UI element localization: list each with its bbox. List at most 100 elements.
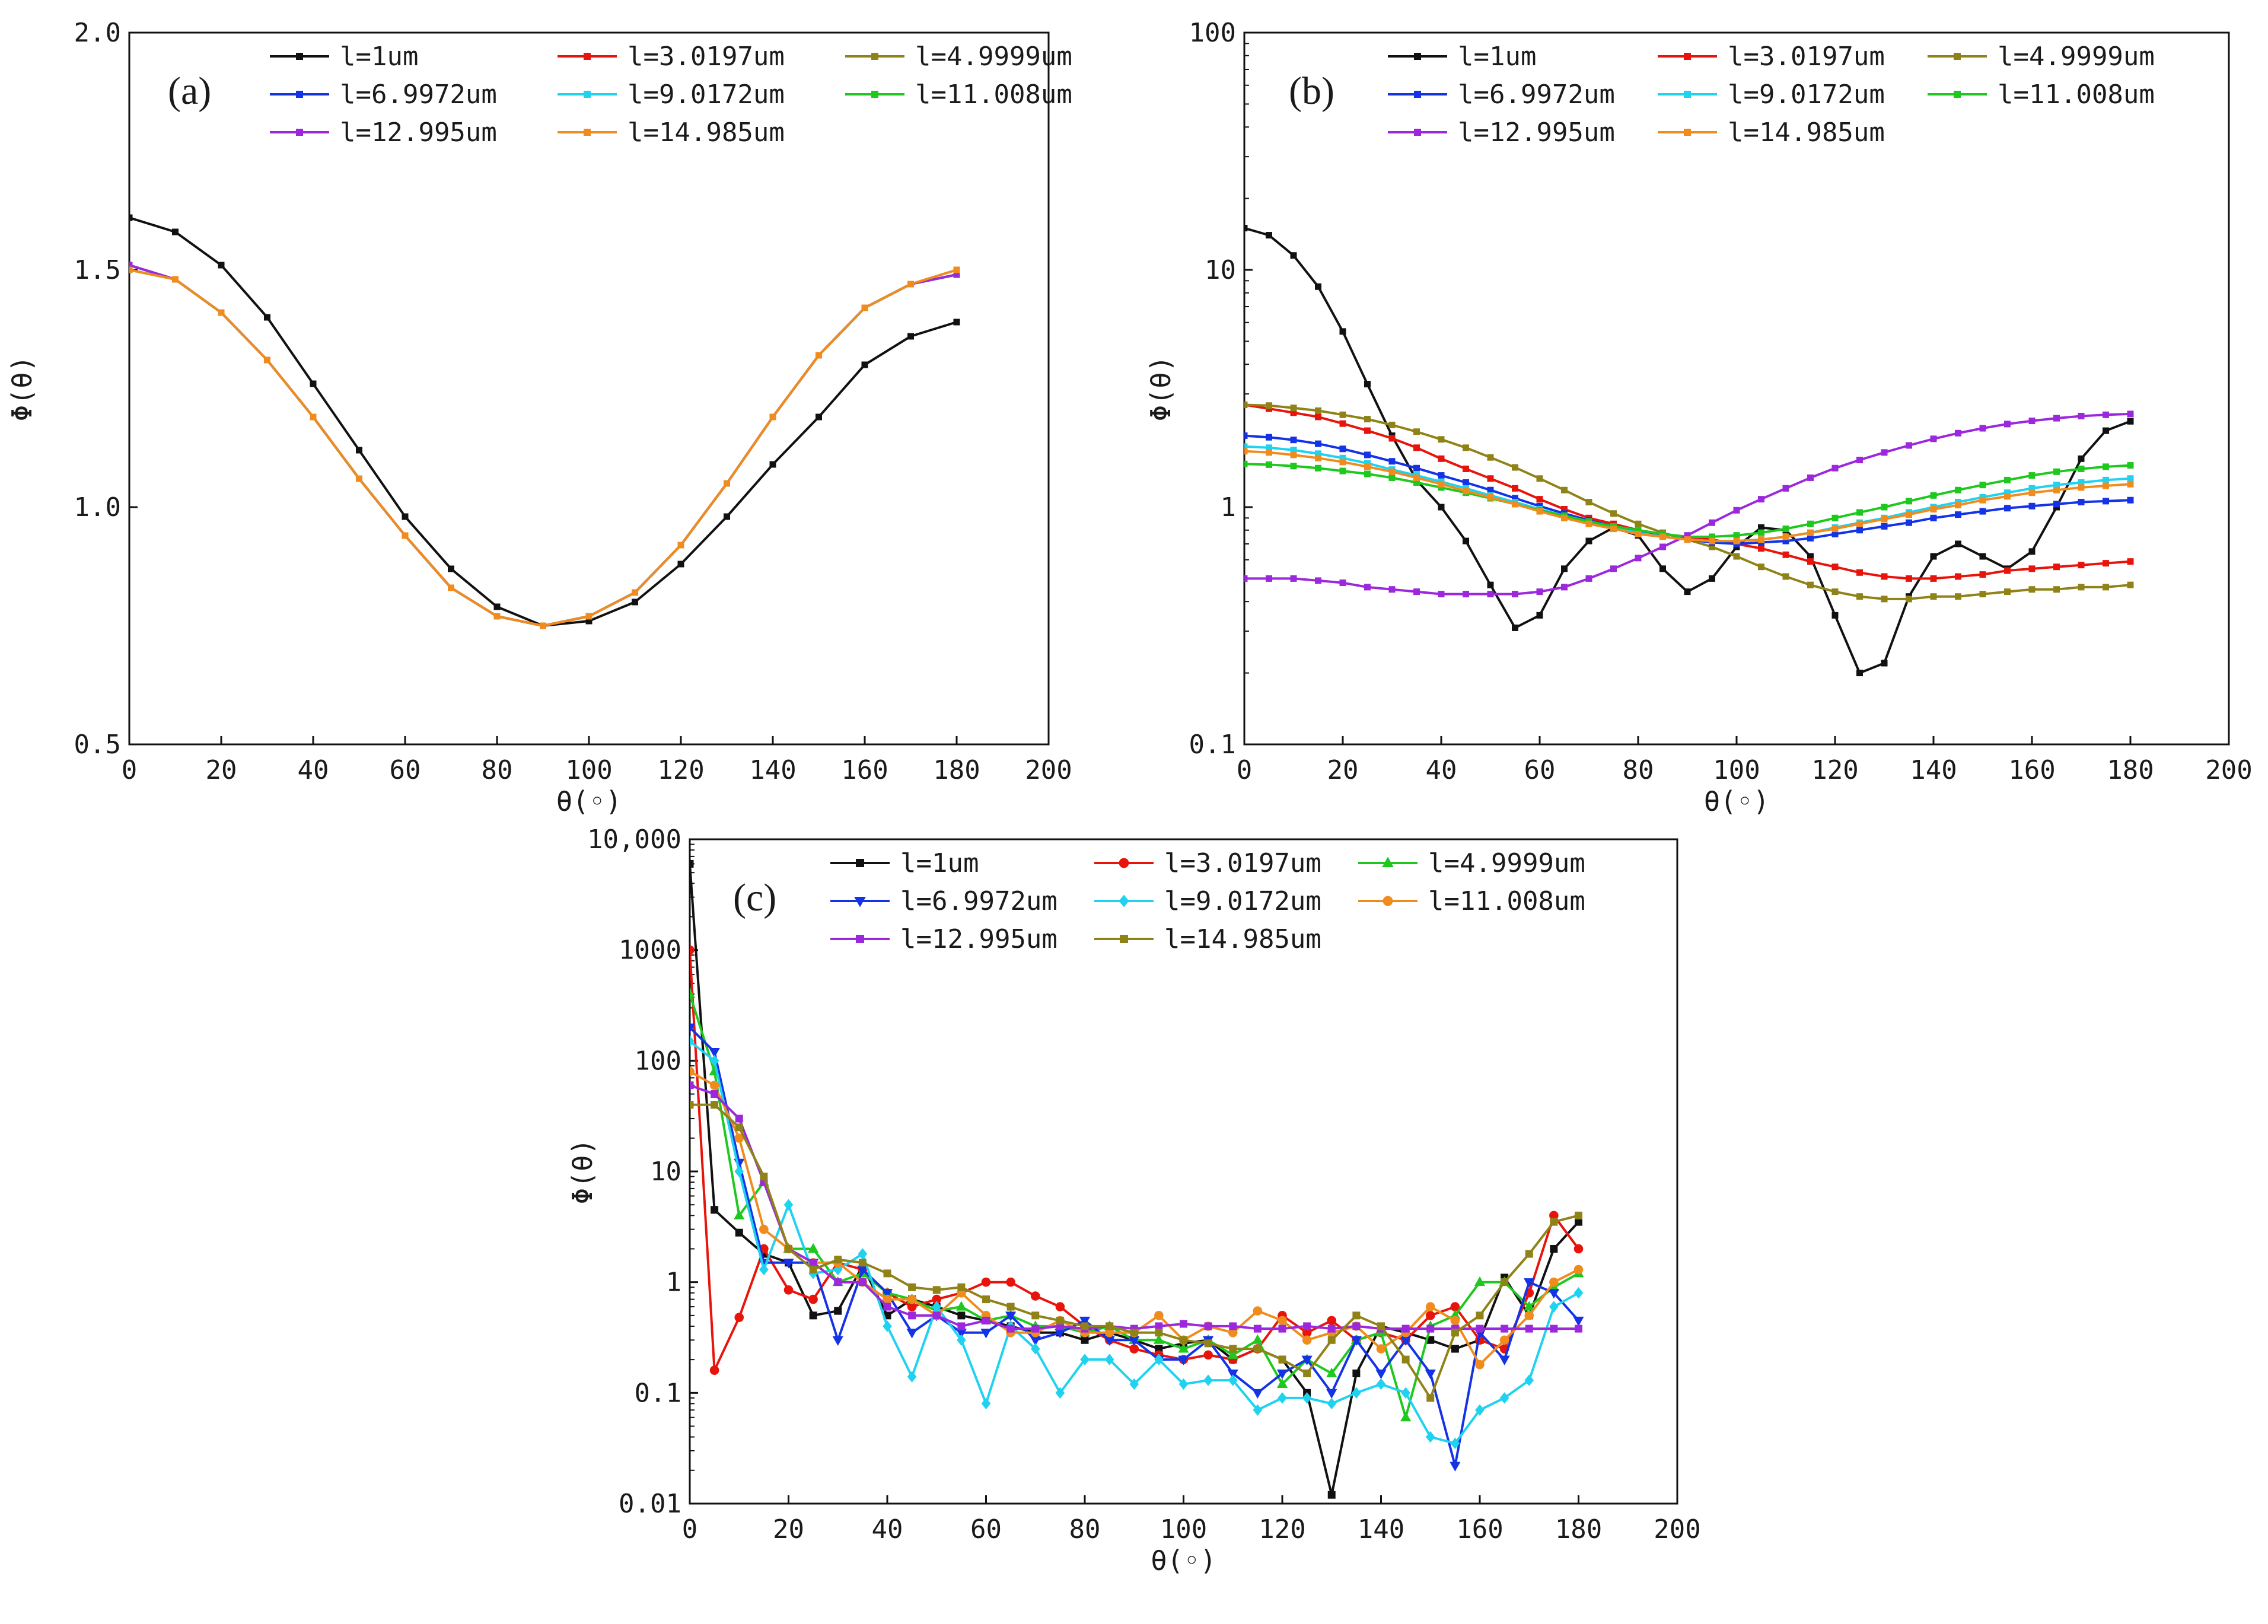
- data-point: [1204, 1339, 1212, 1348]
- data-point: [907, 333, 914, 340]
- data-point: [1906, 575, 1912, 582]
- data-point: [2127, 410, 2134, 418]
- data-point: [957, 1334, 966, 1346]
- data-point: [1807, 529, 1814, 536]
- y-axis-label: Φ(θ): [566, 1139, 598, 1205]
- data-point: [1104, 1354, 1114, 1365]
- data-point: [953, 271, 960, 278]
- data-point: [1364, 584, 1371, 591]
- data-point: [1426, 1394, 1435, 1402]
- data-point: [907, 1302, 917, 1311]
- y-tick-label: 1.5: [74, 255, 121, 285]
- data-point: [448, 565, 454, 572]
- data-point: [908, 1311, 916, 1320]
- data-point: [1339, 467, 1346, 475]
- data-point: [1438, 591, 1445, 598]
- data-point: [2053, 468, 2060, 475]
- data-point: [1549, 1277, 1559, 1287]
- data-point: [2053, 415, 2060, 422]
- data-point: [1253, 1324, 1262, 1333]
- legend-entry: l=12.995um: [1388, 117, 1615, 148]
- x-tick-label: 80: [482, 755, 513, 785]
- data-point: [1278, 1392, 1287, 1404]
- data-point: [1290, 575, 1297, 582]
- data-point: [2127, 475, 2134, 482]
- data-point: [129, 214, 133, 221]
- data-point: [1451, 1345, 1459, 1353]
- data-point: [1549, 1301, 1559, 1313]
- data-point: [172, 276, 179, 283]
- data-point: [760, 1173, 768, 1181]
- series-l-3-0197um: [129, 262, 960, 629]
- x-tick-label: 20: [206, 755, 237, 785]
- data-point: [1659, 543, 1666, 550]
- data-point: [1906, 519, 1912, 526]
- series-line: [129, 264, 957, 627]
- data-point: [2103, 411, 2109, 418]
- data-point: [1525, 1250, 1533, 1258]
- data-point: [1315, 464, 1321, 472]
- data-point: [1388, 474, 1396, 481]
- legend-label: l=12.995um: [1458, 117, 1615, 148]
- data-point: [1758, 496, 1764, 503]
- data-point: [356, 475, 362, 482]
- data-point: [2028, 472, 2036, 479]
- data-point: [1733, 553, 1740, 560]
- data-point: [1487, 581, 1494, 588]
- data-point: [1906, 498, 1912, 505]
- data-point: [1203, 1374, 1213, 1386]
- data-point: [1930, 575, 1937, 582]
- panel-label: (b): [1289, 69, 1334, 113]
- series-line: [129, 216, 957, 627]
- x-tick-label: 160: [2008, 755, 2055, 785]
- data-point: [1315, 283, 1321, 290]
- data-point: [1512, 495, 1518, 502]
- series-line: [690, 950, 1580, 1372]
- data-point: [1388, 468, 1396, 475]
- data-point: [1266, 575, 1272, 582]
- data-point: [834, 1256, 842, 1264]
- x-tick-label: 160: [841, 755, 888, 785]
- data-point: [1413, 428, 1420, 435]
- data-point: [1536, 612, 1543, 619]
- data-point: [1635, 530, 1642, 537]
- data-point: [2127, 558, 2134, 565]
- data-point: [1030, 1343, 1040, 1355]
- data-point: [2004, 476, 2011, 483]
- data-point: [734, 1313, 744, 1322]
- data-point: [1413, 444, 1420, 451]
- data-point: [1955, 502, 1961, 509]
- data-point: [1831, 526, 1839, 533]
- legend-entry: l=4.9999um: [1358, 848, 1585, 878]
- data-point: [1352, 1369, 1361, 1377]
- x-tick-label: 20: [773, 1514, 804, 1545]
- data-point: [1056, 1316, 1064, 1324]
- data-point: [1178, 1378, 1189, 1390]
- data-point: [1979, 591, 1986, 598]
- data-point: [218, 309, 225, 316]
- data-point: [858, 1259, 867, 1267]
- data-point: [1364, 427, 1371, 434]
- y-tick-label: 0.1: [635, 1378, 681, 1408]
- data-point: [980, 1329, 992, 1339]
- legend-marker: [584, 53, 591, 60]
- data-point: [2004, 505, 2011, 512]
- data-point: [1955, 540, 1961, 547]
- data-point: [677, 542, 684, 549]
- data-point: [2103, 560, 2109, 567]
- data-point: [1350, 1336, 1362, 1346]
- data-point: [982, 1316, 990, 1324]
- data-point: [1315, 413, 1321, 421]
- data-point: [1979, 571, 1986, 578]
- y-tick-label: 10: [650, 1157, 681, 1187]
- data-point: [1315, 577, 1321, 584]
- data-point: [1266, 434, 1272, 441]
- data-point: [1278, 1355, 1286, 1364]
- data-point: [1881, 504, 1888, 511]
- data-point: [1807, 520, 1814, 527]
- data-point: [1055, 1387, 1065, 1399]
- data-point: [264, 356, 270, 364]
- data-point: [1204, 1322, 1212, 1330]
- x-tick-label: 40: [1426, 755, 1457, 785]
- data-point: [1561, 514, 1568, 521]
